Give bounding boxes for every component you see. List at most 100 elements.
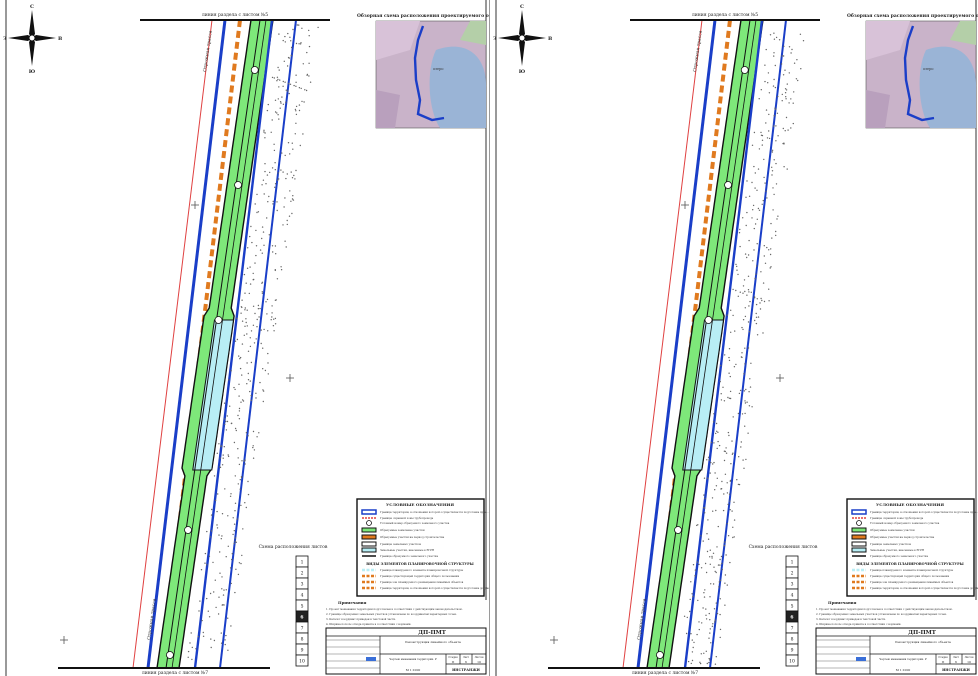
terrain-dot [225,420,227,423]
terrain-dot [747,254,750,256]
terrain-dot [233,530,235,532]
terrain-dot [197,635,199,638]
terrain-dot [262,400,264,403]
legend-swatch [366,520,372,526]
terrain-dot [744,412,746,415]
stamp-scale: М 1:1000 [896,668,911,672]
terrain-dot [773,52,775,54]
terrain-dot [189,642,191,644]
title-block [325,627,487,675]
note-line: 4. Ширина полосы отвода принята в соотве… [816,622,901,626]
territory-boundary-right-outer [219,19,297,669]
terrain-dot [295,81,297,84]
terrain-dot [255,397,257,399]
terrain-dot [253,342,256,344]
terrain-dot [282,85,284,88]
terrain-dot [764,262,767,264]
terrain-dot [720,488,723,490]
terrain-dot [781,93,783,96]
terrain-dot [719,628,722,631]
layout-sheet-number: 10 [789,659,795,665]
terrain-dot [760,271,762,273]
terrain-dot [308,29,310,32]
terrain-dot [219,572,221,574]
terrain-dot [235,568,237,570]
terrain-dot [267,373,269,375]
terrain-dot [210,646,212,649]
terrain-dot [711,555,713,558]
layout-sheet-number: 8 [301,637,304,643]
terrain-dot [234,475,236,477]
terrain-dot [280,102,282,104]
terrain-dot [227,454,229,456]
terrain-dot [741,413,744,415]
terrain-dot [740,446,742,448]
terrain-dot [705,608,707,610]
note-line: 4. Ширина полосы отвода принята в соотве… [326,622,411,626]
terrain-dot [255,254,257,257]
terrain-dot [273,318,275,320]
north-arrow-center [28,34,36,42]
terrain-dot [783,45,785,47]
terrain-dot [775,108,777,111]
terrain-dot [241,460,243,462]
terrain-dot [255,338,257,340]
terrain-dot [784,92,787,94]
terrain-dot [229,495,232,497]
terrain-dot [747,347,750,349]
terrain-dot [704,512,706,514]
terrain-dot [308,45,311,48]
terrain-dot [721,562,723,565]
legend-item-label: Земельные участки, внесенные в ЕГРН [870,548,925,552]
terrain-dot [224,423,226,426]
terrain-dot [204,562,206,564]
legend-swatch [851,541,867,547]
terrain-dot [220,538,222,540]
terrain-dot [273,77,275,79]
terrain-dot [208,616,211,618]
terrain-dot [274,99,277,102]
terrain-dot [263,328,265,331]
terrain-dot [749,386,752,388]
legend-frame [356,498,485,597]
terrain-dot [713,566,715,568]
terrain-dot [272,325,275,327]
terrain-dot [287,56,290,59]
terrain-dot [744,347,746,349]
terrain-dot [230,493,232,495]
terrain-dot [754,223,757,225]
terrain-dot [773,115,775,117]
terrain-dot [195,648,197,650]
terrain-dot [797,79,799,82]
terrain-dot [266,313,268,315]
terrain-dot [292,148,294,150]
terrain-dot [751,406,753,408]
terrain-dot [724,354,726,356]
terrain-dot [786,168,788,170]
territory-boundary-right-outer [709,19,787,669]
terrain-dot [252,279,254,281]
lot-number-marker [166,651,174,659]
terrain-dot [751,181,753,184]
terrain-dot [267,201,269,203]
terrain-dot [245,432,248,434]
terrain-dot [748,331,751,333]
terrain-dot [231,558,233,561]
terrain-dot [691,659,694,662]
terrain-dot [785,96,787,98]
terrain-dot [707,477,709,479]
overview-water-label: озеро [923,67,933,71]
terrain-dot [724,473,727,475]
terrain-dot [277,172,279,174]
terrain-dot [252,457,255,459]
terrain-dot [733,519,736,521]
stamp-sheets-value: 10 [477,660,481,664]
terrain-dot [700,567,703,569]
legend-title: УСЛОВНЫЕ ОБОЗНАЧЕНИЯ [386,502,454,507]
terrain-dot [758,148,761,150]
terrain-dot [723,400,726,402]
terrain-dot [748,291,750,293]
terrain-dot [261,282,263,284]
terrain-dot [716,612,719,615]
terrain-dot [758,98,760,100]
